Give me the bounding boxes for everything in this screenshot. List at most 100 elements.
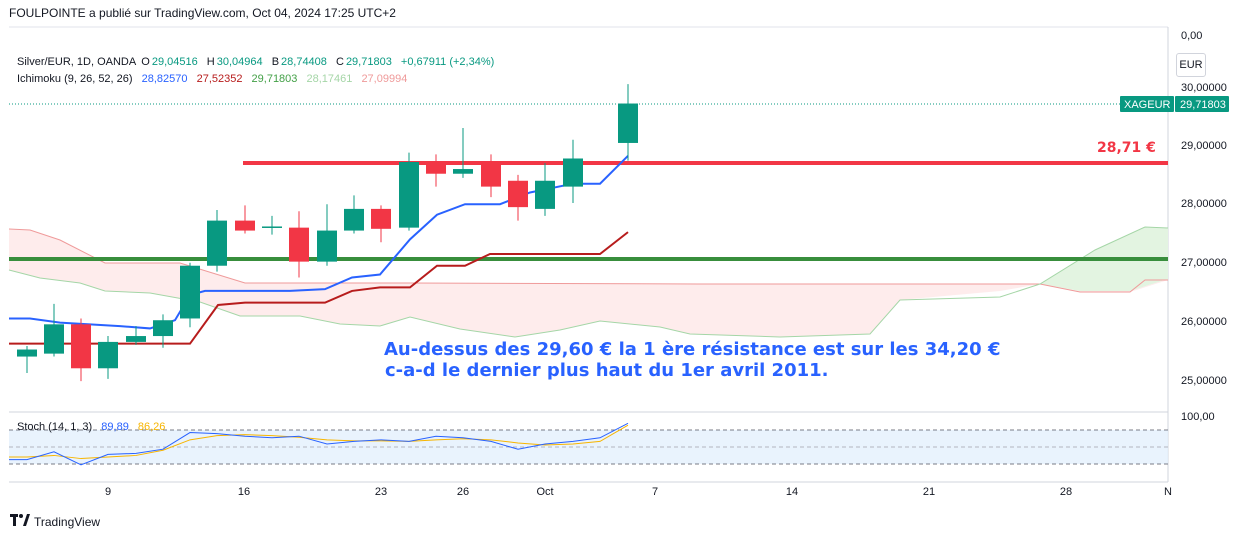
ichimoku-value: 28,17461 [306, 73, 353, 85]
time-tick: 16 [238, 486, 250, 498]
candle [126, 326, 146, 345]
candle-body [126, 336, 146, 342]
candle-body [262, 226, 282, 228]
candle [426, 154, 446, 187]
candle-body [344, 208, 364, 231]
tradingview-logo-icon [10, 514, 30, 529]
candle [235, 205, 255, 234]
ichimoku-value: 28,82570 [141, 73, 188, 85]
price-tick: 28,00000 [1181, 198, 1227, 210]
time-tick: 7 [652, 486, 658, 498]
open-value: 29,04516 [151, 56, 198, 68]
candle-body [71, 324, 91, 369]
price-tick: 25,00000 [1181, 375, 1227, 387]
candle [71, 318, 91, 382]
candle [535, 163, 555, 216]
candle [180, 262, 200, 328]
open-label: O [141, 56, 150, 68]
time-tick: 28 [1060, 486, 1072, 498]
candle [98, 336, 118, 379]
candle-body [17, 349, 37, 357]
last-price-badge: XAGEUR 29,71803 [1120, 96, 1229, 112]
ichimoku-value: 27,52352 [196, 73, 243, 85]
stoch-label[interactable]: Stoch (14, 1, 3) [17, 421, 93, 433]
senkou-span-a [8, 226, 1169, 338]
candle-body [535, 180, 555, 209]
candles [17, 84, 638, 382]
candle-body [371, 208, 391, 229]
candle [563, 139, 583, 204]
footer[interactable]: TradingView [10, 514, 100, 529]
time-tick: Oct [536, 486, 553, 498]
candle [262, 215, 282, 235]
candle-body [508, 180, 528, 208]
candle [453, 128, 473, 178]
candle-body [44, 324, 64, 354]
cloud-bearish-area [9, 229, 1168, 337]
candle [481, 154, 501, 198]
price-tick: 30,00000 [1181, 82, 1227, 94]
candle [44, 303, 64, 357]
stoch-tick: 100,00 [1181, 411, 1215, 423]
annotation-line-1: Au-dessus des 29,60 € la 1 ère résistanc… [384, 339, 1001, 360]
candle [508, 174, 528, 221]
publish-header: FOULPOINTE a publié sur TradingView.com,… [9, 6, 396, 20]
price-axis: 0,00 30,00000 29,00000 28,00000 27,00000… [1181, 30, 1227, 423]
close-value: 29,71803 [345, 56, 392, 68]
price-tick: 26,00000 [1181, 316, 1227, 328]
stoch-d-value: 86,26 [137, 421, 166, 433]
symbol-name[interactable]: Silver/EUR, 1D, OANDA [17, 56, 137, 68]
stoch-panel [9, 422, 1168, 466]
candle [344, 195, 364, 234]
stoch-band [9, 430, 1168, 464]
low-label: B [271, 56, 280, 68]
low-value: 28,74408 [281, 56, 327, 68]
time-tick: 14 [786, 486, 798, 498]
time-tick: N [1164, 486, 1172, 498]
symbol-legend: Silver/EUR, 1D, OANDA O 29,04516 H 30,0496… [17, 56, 496, 68]
time-tick: 21 [923, 486, 935, 498]
price-tick: 29,00000 [1181, 140, 1227, 152]
price-tick: 27,00000 [1181, 257, 1227, 269]
candle-body [426, 162, 446, 174]
candle-body [563, 158, 583, 187]
candle-body [481, 164, 501, 187]
high-label: H [206, 56, 215, 68]
price-tick: 0,00 [1181, 30, 1202, 42]
annotation-text: Au-dessus des 29,60 € la 1 ère résistanc… [384, 339, 1000, 381]
candle [153, 314, 173, 348]
senkou-span-b [8, 228, 1168, 293]
ichimoku-legend: Ichimoku (9, 26, 52, 26) 28,82570 27,523… [17, 73, 409, 85]
candle [371, 205, 391, 243]
candle [317, 204, 337, 266]
candle [17, 346, 37, 373]
svg-text:29,71803: 29,71803 [1180, 99, 1226, 111]
resistance-label: 28,71 € [1097, 140, 1156, 156]
candle-body [399, 162, 419, 228]
ichimoku-value: 27,09994 [361, 73, 408, 85]
stoch-k-value: 89,89 [101, 421, 129, 433]
candle-body [317, 230, 337, 262]
annotation-line-2: c-a-d le dernier plus haut du 1er avril … [385, 360, 829, 381]
time-tick: 23 [375, 486, 387, 498]
time-tick: 9 [105, 486, 111, 498]
stoch-d-line [9, 424, 629, 460]
candle-body [618, 103, 638, 143]
stoch-legend: Stoch (14, 1, 3) 89,89 86,26 [17, 421, 165, 433]
ichimoku-label[interactable]: Ichimoku (9, 26, 52, 26) [17, 73, 133, 85]
candle [618, 84, 638, 161]
candle [289, 211, 309, 278]
candle-body [180, 265, 200, 319]
candle-body [235, 220, 255, 231]
svg-text:XAGEUR: XAGEUR [1124, 99, 1171, 111]
stoch-k-line [9, 422, 629, 466]
candle [207, 210, 227, 272]
footer-brand: TradingView [34, 514, 101, 529]
close-label: C [335, 56, 344, 68]
candle [399, 152, 419, 231]
candle-body [289, 227, 309, 262]
currency-selector[interactable]: EUR [1176, 53, 1206, 77]
candle-body [98, 341, 118, 369]
ichimoku-value: 29,71803 [251, 73, 298, 85]
